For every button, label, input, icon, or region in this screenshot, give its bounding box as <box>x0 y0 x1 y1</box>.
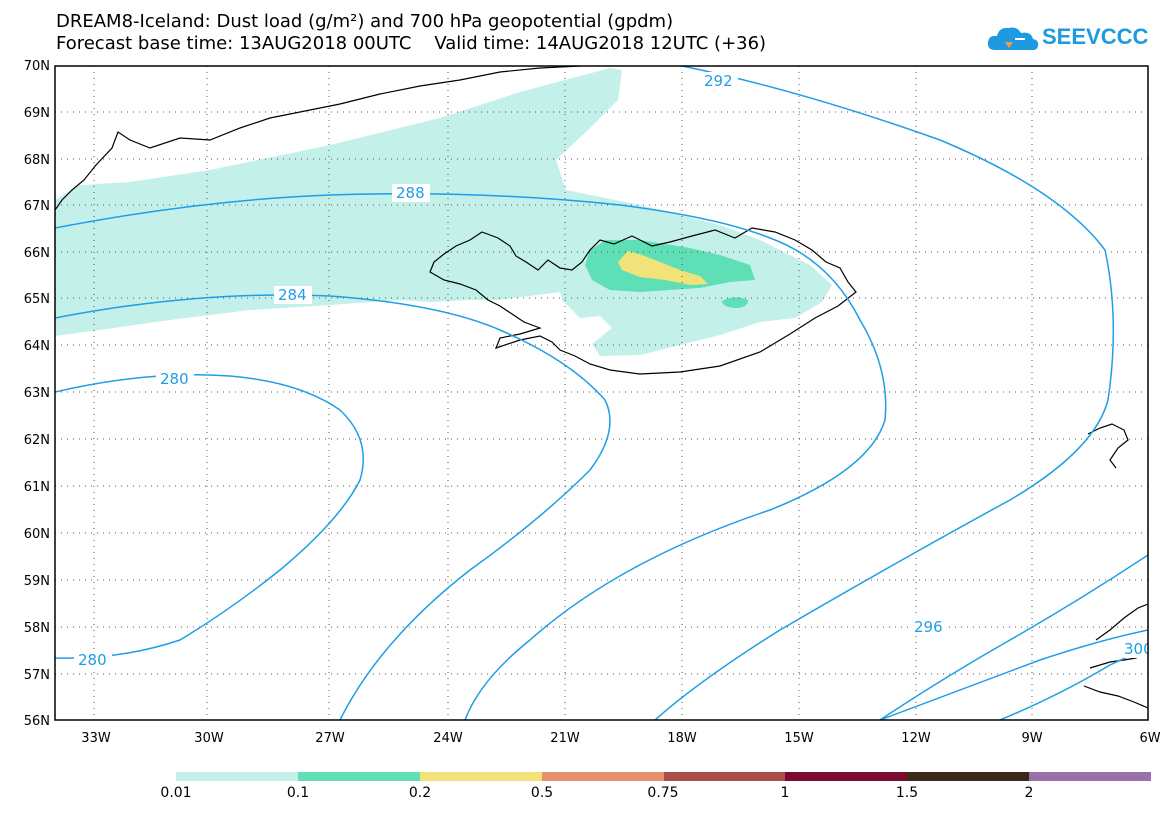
latitude-labels: 70N 69N 68N 67N 66N 65N 64N 63N 62N 61N … <box>24 59 50 729</box>
lon-label: 24W <box>433 731 463 746</box>
legend-label: 2 <box>1024 785 1034 801</box>
cloud-icon <box>987 27 1039 51</box>
contour-288 <box>55 193 887 720</box>
graticule <box>55 66 1148 720</box>
contour-label-group: 292 288 284 280 280 296 300 <box>74 72 1153 669</box>
dust-area-high <box>618 251 708 285</box>
lon-label: 9W <box>1021 731 1042 746</box>
legend-label: 0.1 <box>286 785 310 801</box>
greenland-coastline <box>55 66 581 211</box>
lat-label: 60N <box>24 527 50 542</box>
plot-frame <box>54 65 1149 721</box>
lat-label: 59N <box>24 574 50 589</box>
contour-label-280-south: 280 <box>78 651 107 669</box>
contour-label-288: 288 <box>396 184 425 202</box>
legend-swatch <box>663 772 786 781</box>
legend-swatch <box>541 772 664 781</box>
legend-label: 0.75 <box>647 785 679 801</box>
lon-label: 21W <box>550 731 580 746</box>
lat-label: 56N <box>24 714 50 729</box>
contour-label-296: 296 <box>914 618 943 636</box>
faroe-islands <box>1087 423 1129 469</box>
contour-300 <box>999 649 1148 720</box>
legend-label: 0.2 <box>408 785 432 801</box>
lat-label: 68N <box>24 153 50 168</box>
iceland-coastline <box>429 227 857 375</box>
lat-label: 66N <box>24 246 50 261</box>
coastlines <box>55 66 1148 709</box>
legend-swatch <box>419 772 542 781</box>
contour-label-284: 284 <box>278 286 307 304</box>
legend-label: 1 <box>780 785 790 801</box>
lat-label: 63N <box>24 386 50 401</box>
lon-label: 30W <box>194 731 224 746</box>
contour-292 <box>654 66 1115 720</box>
geopotential-contours <box>55 66 1148 720</box>
contour-label-292: 292 <box>704 72 733 90</box>
color-legend <box>176 772 1151 781</box>
lon-label: 27W <box>315 731 345 746</box>
legend-label: 0.5 <box>530 785 554 801</box>
legend-label: 0.01 <box>160 785 192 801</box>
contour-284 <box>55 294 611 720</box>
contour-280-b <box>879 554 1148 720</box>
legend-swatch <box>1029 772 1151 781</box>
logo-text: SEEVCCC <box>1042 24 1149 49</box>
lat-label: 65N <box>24 292 50 307</box>
legend-swatch <box>907 772 1030 781</box>
lon-label: 12W <box>901 731 931 746</box>
lat-label: 64N <box>24 339 50 354</box>
lon-label: 6W <box>1139 731 1160 746</box>
forecast-times: Forecast base time: 13AUG2018 00UTC Vali… <box>56 33 767 54</box>
lon-label: 33W <box>81 731 111 746</box>
legend-swatch <box>785 772 908 781</box>
lat-label: 70N <box>24 59 50 74</box>
contour-label-280: 280 <box>160 370 189 388</box>
contour-label-300: 300 <box>1124 640 1153 658</box>
map-title: DREAM8-Iceland: Dust load (g/m²) and 700… <box>56 11 674 32</box>
dust-area-medium-2 <box>722 297 748 308</box>
longitude-labels: 33W 30W 27W 24W 21W 18W 15W 12W 9W 6W <box>81 731 1160 746</box>
lat-label: 67N <box>24 199 50 214</box>
legend-label: 1.5 <box>895 785 919 801</box>
lon-label: 15W <box>784 731 814 746</box>
dust-area-light <box>55 68 832 356</box>
lat-label: 61N <box>24 480 50 495</box>
lat-label: 69N <box>24 106 50 121</box>
legend-swatch <box>176 772 298 781</box>
lat-label: 62N <box>24 433 50 448</box>
contour-280 <box>55 373 364 659</box>
lat-label: 57N <box>24 668 50 683</box>
contour-296 <box>879 629 1148 720</box>
legend-swatch <box>297 772 420 781</box>
lon-label: 18W <box>667 731 697 746</box>
lat-label: 58N <box>24 621 50 636</box>
